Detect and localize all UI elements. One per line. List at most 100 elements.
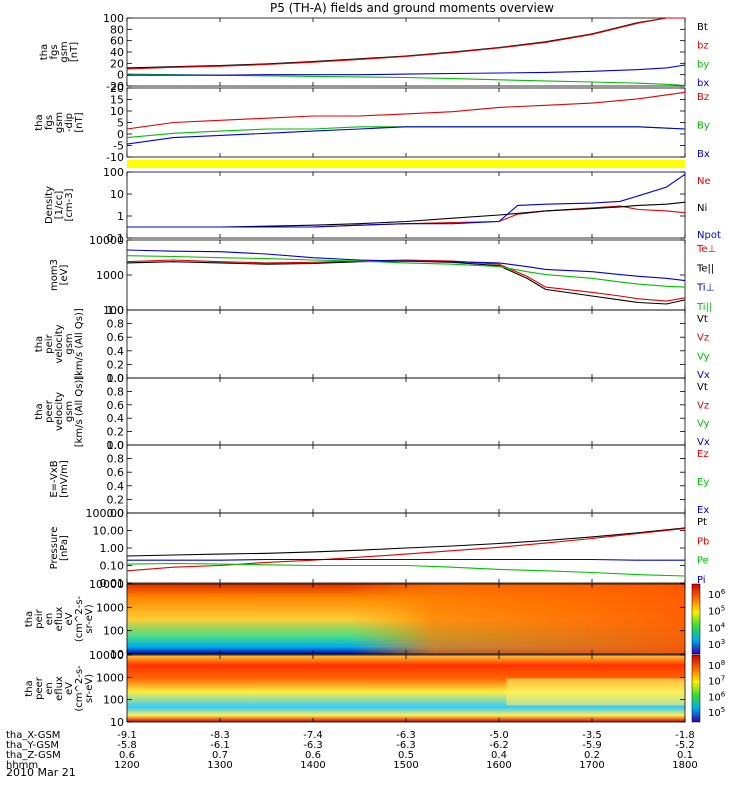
- y-axis-label: gsm: [64, 401, 75, 422]
- legend-Bt: Bt: [697, 22, 708, 33]
- series-line-Npot: [127, 173, 686, 228]
- x-axis-row-label: tha_X-GSM: [6, 730, 60, 741]
- legend-Bz: Bz: [697, 92, 709, 103]
- colorbar-label: 108: [708, 659, 725, 672]
- legend-Vz: Vz: [697, 400, 709, 411]
- y-axis-label: Pressure: [49, 527, 60, 570]
- colorbar-label: 106: [708, 588, 726, 601]
- x-axis-value: -6.3: [303, 740, 323, 751]
- y-tick-label: 20: [110, 57, 124, 70]
- series-line-Pt: [126, 527, 686, 557]
- colorbar-label: 103: [708, 638, 725, 651]
- y-axis-label: tha: [39, 44, 50, 60]
- x-axis-value: -6.2: [489, 740, 509, 751]
- y-tick-label: 40: [110, 46, 124, 59]
- y-tick-label: 1.0: [107, 304, 125, 317]
- colorbar-label: 105: [708, 706, 725, 719]
- legend-Pi: Pi: [697, 575, 706, 586]
- legend-Vx: Vx: [697, 437, 710, 448]
- y-tick-label: 0.0: [107, 372, 125, 385]
- y-tick-label: 100: [103, 166, 124, 179]
- series-line-Pi: [127, 558, 685, 561]
- series-line-Bz: [126, 91, 686, 130]
- legend-bz: bz: [697, 41, 709, 52]
- legend-Pe: Pe: [697, 556, 709, 567]
- legend-Te⊥: Te⊥: [696, 244, 716, 255]
- legend-Ex: Ex: [697, 505, 709, 516]
- x-axis-value: -1.8: [675, 730, 695, 741]
- y-axis-label: eflux: [54, 607, 65, 632]
- y-tick-label: 0.2: [107, 358, 125, 371]
- legend-Ey: Ey: [697, 477, 709, 488]
- y-tick-label: 10000: [89, 578, 124, 591]
- series-line-Pe: [126, 562, 686, 577]
- y-tick-label: 10000: [89, 649, 124, 662]
- legend-Vz: Vz: [697, 333, 709, 344]
- y-tick-label: 0.01: [100, 577, 125, 590]
- y-tick-label: 1.0: [107, 372, 125, 385]
- y-axis-label: (cm^2-s-: [74, 595, 85, 642]
- legend-Ti||: Ti||: [696, 302, 712, 313]
- y-tick-label: 0.6: [107, 399, 125, 412]
- y-tick-label: 0.6: [107, 331, 125, 344]
- x-axis-row-label: tha_Z-GSM: [6, 750, 61, 761]
- y-axis-label: gsm: [59, 41, 70, 62]
- series-line-Ti||: [126, 255, 686, 288]
- legend-Te||: Te||: [696, 263, 714, 274]
- legend-Vt: Vt: [697, 382, 708, 393]
- y-tick-label: 0.8: [107, 453, 125, 466]
- series-line-Te⊥: [126, 259, 686, 302]
- panel-peer_spec: 108 107 106 105 10000 1000 100 10 tha peer en eflux…: [24, 649, 726, 729]
- y-axis-label: [nT]: [74, 112, 85, 132]
- panel-peir_spec: 106 105 104 103 10000 1000 100 10 tha peir en eflux…: [24, 578, 726, 661]
- legend-Ti⊥: Ti⊥: [696, 283, 714, 294]
- y-tick-label: 5: [117, 117, 124, 130]
- y-axis-label: tha: [34, 336, 45, 352]
- legend-Vt: Vt: [697, 314, 708, 325]
- y-tick-label: 10: [110, 188, 124, 201]
- spectrogram-overlay: [127, 584, 685, 654]
- x-axis-value: 1500: [393, 760, 418, 771]
- y-tick-label: 0.10: [100, 560, 125, 573]
- y-tick-label: -5: [113, 140, 124, 153]
- y-axis-label: sr-eV): [84, 604, 95, 633]
- x-axis-row-label: tha_Y-GSM: [6, 740, 59, 751]
- y-tick-label: 0.4: [107, 345, 125, 358]
- y-tick-label: 0.2: [107, 493, 125, 506]
- series-line-bz: [126, 17, 685, 70]
- y-tick-label: 1000: [96, 269, 124, 282]
- x-axis-value: -5.9: [582, 740, 602, 751]
- legend-Vx: Vx: [697, 370, 710, 381]
- x-axis-value: 0.2: [584, 750, 600, 761]
- x-axis-value: 0.4: [491, 750, 507, 761]
- y-tick-label: -20: [106, 80, 124, 93]
- x-axis-value: 0.7: [212, 750, 228, 761]
- y-axis-label: eflux: [54, 676, 65, 701]
- legend-Ne: Ne: [697, 176, 711, 187]
- y-axis-label: en: [44, 613, 55, 626]
- x-axis-value: 1300: [207, 760, 232, 771]
- series-line-Pb: [126, 527, 686, 572]
- y-tick-label: 100: [103, 304, 124, 317]
- y-axis-label: peir: [34, 608, 45, 628]
- panel-frame: [126, 171, 686, 239]
- y-tick-label: 15: [110, 94, 124, 107]
- y-tick-label: 80: [110, 23, 124, 36]
- colorbar-label: 104: [708, 621, 726, 634]
- legend-by: by: [697, 59, 709, 70]
- panel-frame: [126, 377, 686, 446]
- chart-title: P5 (TH-A) fields and ground moments over…: [270, 1, 554, 15]
- panel-frame: [126, 444, 686, 514]
- x-axis-value: 0.1: [677, 750, 693, 761]
- x-axis-value: -9.1: [117, 730, 137, 741]
- y-tick-label: 1.00: [100, 542, 125, 555]
- y-axis-label: [mV/m]: [59, 460, 70, 498]
- colorbar-label: 107: [708, 675, 725, 688]
- series-line-bx: [127, 64, 686, 76]
- x-axis-value: -5.0: [489, 730, 509, 741]
- y-tick-label: 100: [103, 12, 124, 25]
- y-axis-label: mom3: [49, 259, 60, 291]
